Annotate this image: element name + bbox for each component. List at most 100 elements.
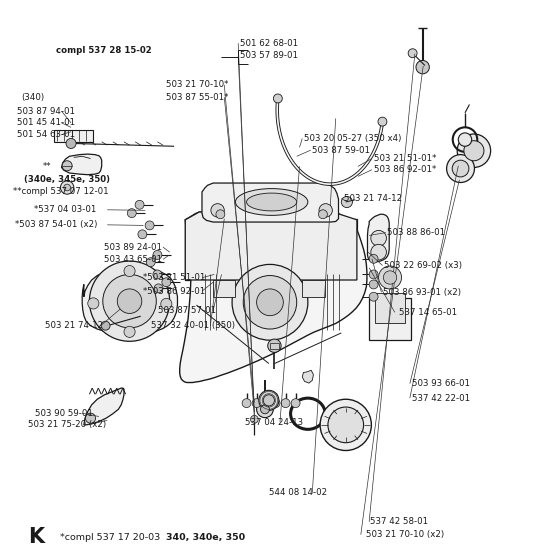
Text: *537 04 03-01: *537 04 03-01: [34, 206, 96, 214]
Text: 503 90 59-01: 503 90 59-01: [35, 409, 93, 418]
Text: 501 54 63-01: 501 54 63-01: [17, 130, 75, 139]
Circle shape: [162, 278, 171, 287]
Text: 503 88 86-01: 503 88 86-01: [387, 228, 445, 237]
Text: 501 62 68-01: 501 62 68-01: [240, 39, 298, 48]
Text: 503 20 05-27 (350 x4): 503 20 05-27 (350 x4): [304, 134, 402, 143]
Circle shape: [408, 49, 417, 58]
Circle shape: [268, 339, 281, 352]
Text: 537 42 22-01: 537 42 22-01: [412, 394, 470, 403]
Circle shape: [369, 292, 378, 301]
Text: 503 86 92-01*: 503 86 92-01*: [374, 165, 436, 174]
Circle shape: [464, 141, 484, 161]
Text: *503 21 51-01: *503 21 51-01: [143, 273, 206, 282]
Text: 503 93 66-01: 503 93 66-01: [412, 379, 469, 388]
Polygon shape: [302, 280, 325, 297]
Circle shape: [447, 155, 474, 183]
Text: 537 32 40-01 (350): 537 32 40-01 (350): [151, 321, 235, 330]
Text: (340e, 345e, 350): (340e, 345e, 350): [24, 175, 110, 184]
Text: 503 86 93-01 (x2): 503 86 93-01 (x2): [383, 288, 461, 297]
Ellipse shape: [235, 189, 308, 216]
Text: 503 21 70-10 (x2): 503 21 70-10 (x2): [366, 530, 445, 539]
Circle shape: [66, 138, 76, 148]
Circle shape: [101, 321, 110, 330]
Circle shape: [371, 230, 386, 246]
Circle shape: [135, 200, 144, 209]
Circle shape: [458, 133, 472, 146]
Text: *503 86 92-01: *503 86 92-01: [143, 287, 205, 296]
Circle shape: [262, 399, 270, 408]
Circle shape: [273, 94, 282, 103]
Text: 503 21 75-20 (x2): 503 21 75-20 (x2): [27, 421, 106, 430]
Circle shape: [153, 250, 162, 259]
Circle shape: [341, 197, 352, 208]
Circle shape: [232, 264, 308, 340]
Circle shape: [281, 399, 290, 408]
Circle shape: [291, 399, 300, 408]
Circle shape: [243, 276, 297, 329]
Polygon shape: [202, 183, 338, 222]
Text: 537 04 24-13: 537 04 24-13: [245, 418, 304, 427]
Circle shape: [319, 210, 328, 219]
Text: 503 87 94-01: 503 87 94-01: [17, 106, 75, 116]
Polygon shape: [185, 219, 357, 280]
Circle shape: [256, 401, 273, 418]
Circle shape: [146, 258, 155, 267]
Text: 503 21 70-10*: 503 21 70-10*: [166, 81, 228, 90]
Circle shape: [86, 413, 96, 423]
Circle shape: [145, 221, 154, 230]
Circle shape: [154, 284, 163, 293]
Circle shape: [328, 407, 363, 443]
Polygon shape: [62, 154, 102, 175]
Polygon shape: [180, 212, 367, 382]
Bar: [375, 293, 405, 324]
Circle shape: [124, 326, 135, 337]
Circle shape: [103, 274, 156, 328]
Bar: [369, 298, 411, 340]
Bar: [54, 129, 94, 142]
Circle shape: [369, 254, 378, 263]
Circle shape: [153, 270, 162, 279]
Text: 503 21 74-12: 503 21 74-12: [45, 321, 103, 330]
Circle shape: [416, 60, 430, 74]
Circle shape: [62, 161, 72, 171]
Circle shape: [242, 399, 251, 408]
Text: *compl 537 17 20-03: *compl 537 17 20-03: [60, 533, 163, 542]
Polygon shape: [302, 370, 314, 383]
Circle shape: [211, 204, 224, 217]
Circle shape: [378, 117, 387, 126]
Ellipse shape: [384, 271, 396, 284]
Text: 503 89 24-01: 503 89 24-01: [105, 242, 162, 251]
Circle shape: [250, 416, 258, 423]
Text: 503 43 65-01: 503 43 65-01: [105, 255, 162, 264]
Text: 503 87 57-01: 503 87 57-01: [158, 306, 216, 315]
Text: 537 14 65-01: 537 14 65-01: [399, 308, 458, 317]
Circle shape: [371, 244, 386, 260]
Text: 340, 340e, 350: 340, 340e, 350: [166, 533, 245, 542]
Circle shape: [216, 210, 225, 219]
Circle shape: [320, 399, 371, 450]
Ellipse shape: [246, 193, 297, 211]
Text: 503 57 89-01: 503 57 89-01: [240, 52, 298, 60]
Text: compl 537 28 15-02: compl 537 28 15-02: [56, 46, 152, 55]
Text: 544 08 14-02: 544 08 14-02: [269, 488, 327, 497]
Text: 503 87 55-01*: 503 87 55-01*: [166, 93, 228, 102]
Circle shape: [259, 390, 279, 410]
Circle shape: [64, 184, 71, 191]
Text: 537 42 58-01: 537 42 58-01: [370, 517, 428, 526]
Circle shape: [124, 265, 135, 277]
Circle shape: [369, 280, 378, 289]
Ellipse shape: [379, 266, 402, 289]
Circle shape: [271, 399, 280, 408]
Circle shape: [127, 209, 136, 218]
Circle shape: [90, 261, 170, 341]
Polygon shape: [185, 212, 357, 280]
Circle shape: [260, 405, 269, 414]
Circle shape: [60, 181, 74, 194]
Polygon shape: [213, 280, 235, 297]
Circle shape: [457, 134, 491, 167]
Text: 503 22 69-02 (x3): 503 22 69-02 (x3): [384, 261, 462, 270]
Circle shape: [319, 204, 333, 217]
Polygon shape: [367, 214, 389, 262]
Circle shape: [263, 395, 274, 406]
Circle shape: [252, 399, 261, 408]
